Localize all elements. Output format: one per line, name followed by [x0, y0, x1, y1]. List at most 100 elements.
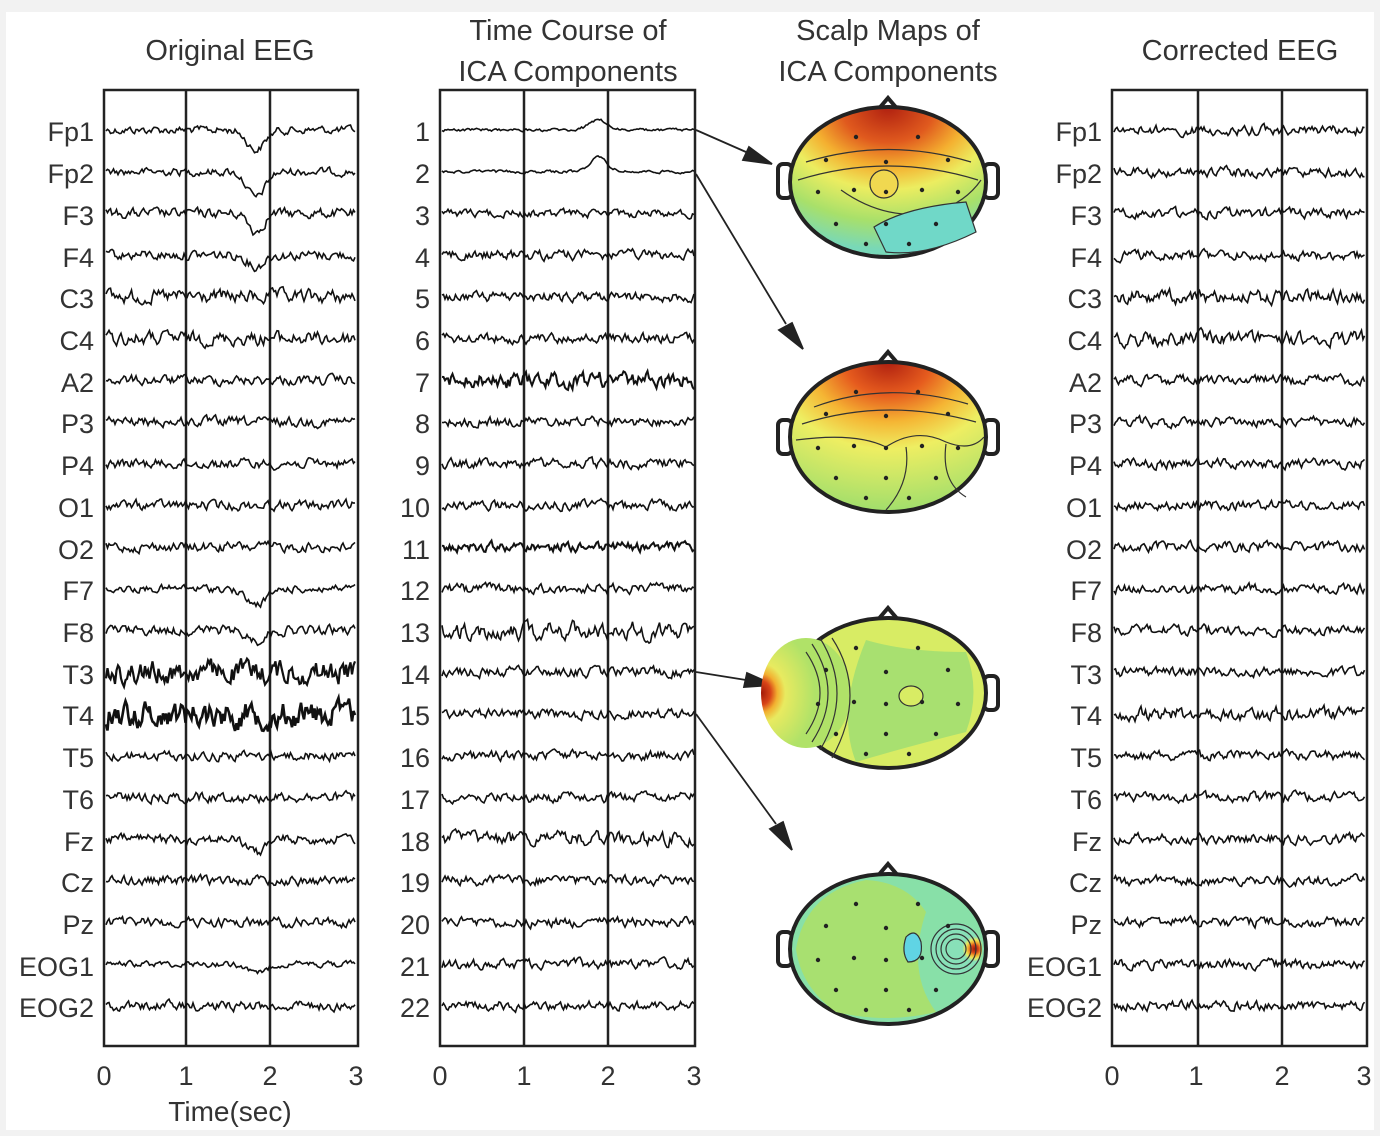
scalp-map-component-2	[776, 348, 1000, 514]
component-label: 15	[400, 701, 430, 731]
corrected-eeg-trace	[1113, 747, 1366, 762]
channel-label: P3	[61, 409, 94, 439]
corrected-eeg-trace	[1113, 164, 1365, 180]
channel-label: P4	[1069, 451, 1102, 481]
channel-label: O1	[1066, 493, 1102, 523]
ica-component-trace	[441, 330, 695, 346]
component-label: 10	[400, 493, 430, 523]
scalp-maps-title-2: ICA Components	[778, 56, 997, 88]
original-eeg-trace	[105, 205, 356, 237]
component-label: 9	[415, 451, 430, 481]
original-eeg-trace	[105, 914, 356, 930]
ica-component-trace	[441, 956, 695, 972]
second-markers	[184, 90, 1284, 1046]
ica-component-traces	[441, 118, 695, 1014]
channel-label: F4	[62, 243, 94, 273]
tick-label: 0	[1104, 1061, 1119, 1091]
original-eeg-trace	[105, 248, 356, 273]
ica-time-course-title-2: ICA Components	[458, 56, 677, 88]
tick-label: 1	[516, 1061, 531, 1091]
original-eeg-trace	[105, 623, 356, 647]
original-eeg-trace	[105, 831, 356, 857]
eeg-ica-figure: Original EEG Time Course of ICA Componen…	[6, 12, 1374, 1130]
channel-label: Fp1	[1055, 117, 1102, 147]
corrected-eeg-trace	[1113, 580, 1366, 596]
ica-component-trace	[441, 247, 695, 263]
channel-label: F7	[62, 576, 94, 606]
corrected-eeg-frame	[1110, 88, 1369, 1048]
component-label: 3	[415, 201, 430, 231]
original-eeg-trace	[104, 656, 357, 691]
corrected-eeg-trace	[1113, 286, 1366, 308]
corrected-eeg-trace	[1113, 498, 1366, 513]
original-eeg-trace	[105, 582, 356, 609]
channel-label: EOG2	[19, 993, 94, 1023]
component-label: 11	[402, 535, 430, 565]
channel-label: O2	[1066, 535, 1102, 565]
ica-component-trace	[441, 207, 695, 220]
original-eeg-trace	[105, 749, 356, 764]
channel-label: C4	[59, 326, 94, 356]
original-eeg-trace	[105, 413, 356, 430]
corrected-eeg-trace	[1113, 957, 1366, 973]
corrected-eeg-trace	[1113, 998, 1366, 1013]
channel-label: F4	[1070, 243, 1102, 273]
original-eeg-trace	[105, 497, 356, 513]
tick-label: 3	[1356, 1061, 1371, 1091]
original-eeg-trace	[105, 456, 356, 472]
channel-label: O2	[58, 535, 94, 565]
ica-component-trace	[441, 873, 695, 888]
original-eeg-trace	[105, 124, 356, 154]
original-eeg-trace	[105, 997, 356, 1014]
corrected-eeg-trace	[1113, 830, 1366, 847]
arrowhead	[768, 820, 793, 851]
component-label: 4	[415, 243, 430, 273]
component-label: 1	[415, 117, 430, 147]
ica-component-trace	[441, 664, 695, 681]
component-label: 21	[400, 952, 430, 982]
original-eeg-trace	[105, 789, 356, 806]
channel-label: T5	[1070, 743, 1102, 773]
channel-label: C3	[59, 284, 94, 314]
corrected-eeg-trace	[1113, 538, 1366, 555]
channel-label: T4	[1070, 701, 1102, 731]
corrected-eeg-trace	[1113, 622, 1366, 639]
original-eeg-trace	[104, 692, 357, 733]
channel-label: EOG2	[1027, 993, 1102, 1023]
original-eeg-trace	[105, 165, 356, 198]
ica-component-trace	[441, 827, 695, 849]
original-eeg-traces	[104, 124, 357, 1014]
corrected-eeg-title: Corrected EEG	[1142, 35, 1339, 67]
arrow-component-15	[695, 713, 777, 825]
channel-label: P4	[61, 451, 94, 481]
original-time-axis: 0 1 2 3 Time(sec)	[96, 1061, 363, 1127]
channel-label: C4	[1067, 326, 1102, 356]
corrected-channel-labels: Fp1 Fp2 F3 F4 C3 C4 A2 P3 P4 O1 O2 F7 F8…	[1027, 117, 1102, 1023]
channel-label: A2	[61, 368, 94, 398]
arrowhead	[741, 145, 773, 165]
corrected-eeg-trace	[1113, 702, 1365, 724]
channel-label: EOG1	[1027, 952, 1102, 982]
component-label: 12	[400, 576, 430, 606]
corrected-eeg-trace	[1113, 664, 1366, 680]
channel-label: P3	[1069, 409, 1102, 439]
corrected-time-axis: 0 1 2 3	[1104, 1061, 1371, 1091]
original-eeg-frame	[102, 88, 360, 1048]
arrow-component-14	[695, 671, 747, 681]
figure-canvas: Original EEG Time Course of ICA Componen…	[19, 15, 1372, 1127]
scalp-map-component-1	[776, 94, 1000, 259]
original-eeg-trace	[105, 539, 356, 556]
channel-label: C3	[1067, 284, 1102, 314]
channel-label: T4	[62, 701, 94, 731]
corrected-eeg-traces	[1113, 122, 1366, 1013]
component-label: 8	[415, 409, 430, 439]
ica-component-trace	[441, 289, 695, 305]
original-channel-labels: Fp1 Fp2 F3 F4 C3 C4 A2 P3 P4 O1 O2 F7 F8…	[19, 117, 94, 1023]
channel-label: Fp2	[1055, 159, 1102, 189]
channel-label: EOG1	[19, 952, 94, 982]
channel-label: F3	[62, 201, 94, 231]
scalp-maps-title-1: Scalp Maps of	[796, 15, 981, 47]
ica-time-axis: 0 1 2 3	[432, 1061, 701, 1091]
corrected-eeg-trace	[1113, 872, 1366, 889]
tick-label: 2	[262, 1061, 277, 1091]
